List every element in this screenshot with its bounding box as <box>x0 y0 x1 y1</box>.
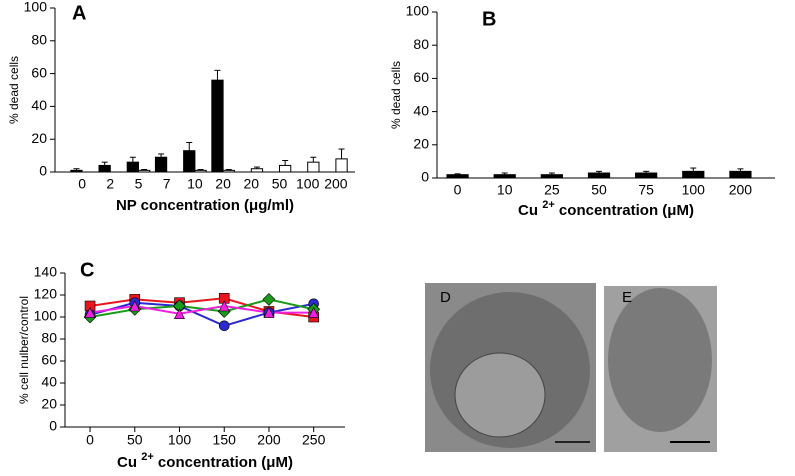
bar <box>446 174 469 179</box>
image-label: E <box>622 289 632 306</box>
y-tick-label: 40 <box>31 97 47 113</box>
x-tick-label: 100 <box>296 176 320 192</box>
y-tick-label: 60 <box>31 64 47 80</box>
marker <box>84 306 96 318</box>
y-tick-label: 60 <box>413 69 429 85</box>
y-tick-label: 40 <box>41 374 57 390</box>
cell <box>608 288 712 432</box>
x-tick-label: 200 <box>729 182 753 198</box>
y-tick-label: 80 <box>31 32 47 48</box>
marker <box>308 306 320 318</box>
bar <box>729 170 752 179</box>
y-axis-label: % dead cells <box>389 61 403 129</box>
bar <box>154 156 168 173</box>
x-tick-label: 0 <box>78 176 86 192</box>
bar <box>279 164 292 173</box>
x-tick-label: 20 <box>244 176 260 192</box>
marker <box>218 320 230 332</box>
x-axis-label-part: NP concentration (μg/ml) <box>116 197 294 214</box>
x-axis-label: Cu 2+ concentration (μM) <box>518 199 694 219</box>
x-axis-label-part: 2+ <box>141 451 154 463</box>
x-tick-label: 10 <box>187 176 203 192</box>
x-tick-label: 200 <box>324 176 348 192</box>
marker <box>174 308 185 320</box>
y-tick-label: 100 <box>34 308 58 324</box>
x-axis-label-part: Cu <box>518 202 542 219</box>
x-tick-label: 7 <box>163 176 171 192</box>
bar <box>138 169 151 173</box>
y-tick-label: 20 <box>413 136 429 152</box>
y-tick-label: 20 <box>31 130 47 146</box>
x-tick-label: 5 <box>135 176 143 192</box>
y-tick-label: 60 <box>41 352 57 368</box>
image-label: D <box>440 289 451 306</box>
bar <box>70 169 83 173</box>
x-tick-label: 100 <box>682 182 706 198</box>
x-axis-label-part: 2+ <box>542 199 555 211</box>
x-tick-label: 0 <box>454 182 462 198</box>
x-tick-label: 20 <box>215 176 231 192</box>
x-tick-label: 50 <box>127 432 143 448</box>
y-axis-label: % dead cells <box>7 56 21 124</box>
bar <box>183 150 196 173</box>
y-axis-label: % cell nulber/control <box>17 296 31 404</box>
bar <box>307 161 320 173</box>
bar <box>682 170 705 179</box>
x-tick-label: 200 <box>257 432 281 448</box>
bar <box>635 172 658 179</box>
x-axis-label: Cu 2+ concentration (μM) <box>117 451 293 471</box>
x-tick-label: 25 <box>544 182 560 198</box>
y-tick-label: 0 <box>49 418 57 434</box>
marker <box>218 300 230 312</box>
y-tick-label: 80 <box>41 330 57 346</box>
y-tick-label: 100 <box>24 0 48 15</box>
y-tick-label: 120 <box>34 286 58 302</box>
y-tick-label: 20 <box>41 396 57 412</box>
bar <box>126 161 140 173</box>
bar <box>250 168 264 173</box>
x-tick-label: 50 <box>591 182 607 198</box>
line <box>89 304 314 315</box>
y-tick-label: 140 <box>34 264 58 280</box>
y-tick-label: 0 <box>421 169 429 185</box>
bar <box>222 169 235 173</box>
panel-label: A <box>72 2 86 24</box>
x-axis-label: NP concentration (μg/ml) <box>116 197 294 214</box>
bar <box>540 174 563 179</box>
bar <box>211 79 224 173</box>
x-tick-label: 0 <box>86 432 94 448</box>
x-axis-label-part: concentration (μM) <box>555 202 694 219</box>
x-tick-label: 10 <box>497 182 513 198</box>
x-tick-label: 50 <box>272 176 288 192</box>
bar <box>194 169 207 173</box>
line <box>89 298 314 318</box>
x-tick-label: 2 <box>106 176 114 192</box>
y-tick-label: 100 <box>406 3 430 19</box>
x-tick-label: 150 <box>213 432 237 448</box>
x-axis-label-part: concentration (μM) <box>154 454 293 471</box>
y-tick-label: 40 <box>413 102 429 118</box>
x-axis-label-part: Cu <box>117 454 141 471</box>
panel-label: B <box>482 8 496 30</box>
x-tick-label: 250 <box>302 432 326 448</box>
bar <box>98 164 111 173</box>
bar <box>493 174 516 179</box>
y-tick-label: 0 <box>39 163 47 179</box>
y-tick-label: 80 <box>413 36 429 52</box>
panel-label: C <box>80 259 94 281</box>
nucleus <box>454 352 546 438</box>
bar <box>335 158 348 173</box>
marker <box>129 300 141 312</box>
marker <box>262 292 276 306</box>
line <box>89 301 314 327</box>
marker <box>263 306 275 318</box>
bar <box>587 172 611 179</box>
x-tick-label: 100 <box>168 432 192 448</box>
x-tick-label: 75 <box>638 182 654 198</box>
